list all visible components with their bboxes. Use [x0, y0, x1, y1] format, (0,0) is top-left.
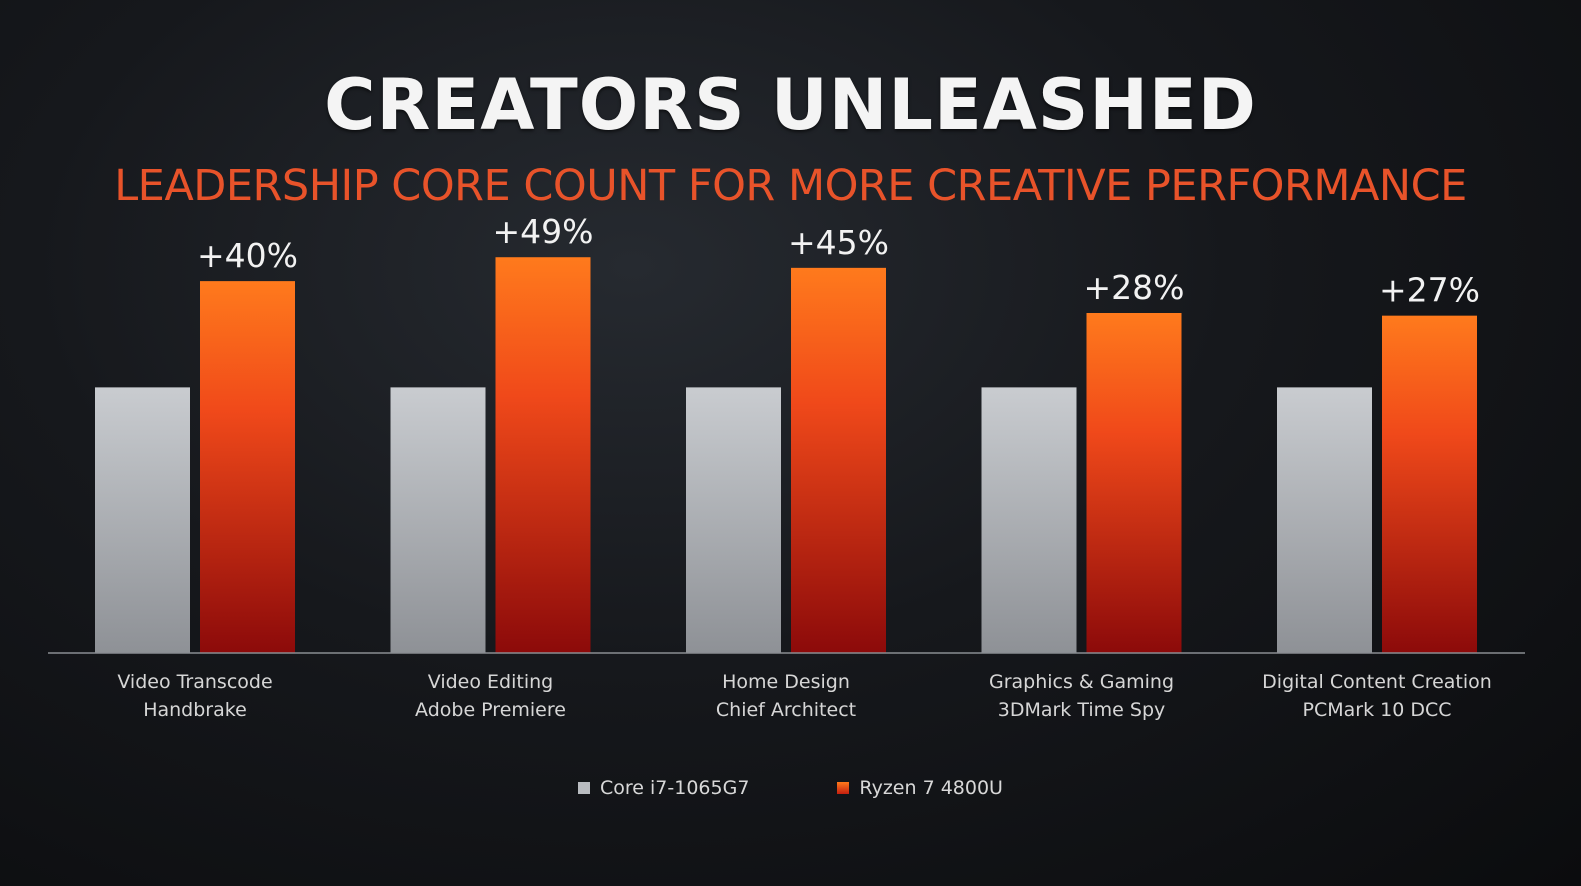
data-label: +40%	[197, 236, 298, 275]
bar-ryzen	[791, 267, 886, 653]
category-sublabel: Adobe Premiere	[415, 699, 566, 721]
legend-label: Core i7-1065G7	[600, 777, 750, 799]
category-label: Graphics & Gaming	[989, 671, 1174, 693]
category-sublabel: Handbrake	[143, 699, 247, 721]
legend-swatch-orange	[837, 782, 850, 794]
legend-item-core-i7: Core i7-1065G7	[578, 777, 749, 799]
bar-ryzen	[1086, 313, 1182, 653]
data-label: +27%	[1379, 271, 1480, 310]
data-label: +49%	[493, 212, 594, 251]
bar-ryzen	[1382, 315, 1477, 653]
legend-item-ryzen: Ryzen 7 4800U	[837, 777, 1003, 799]
category-sublabel: PCMark 10 DCC	[1303, 699, 1452, 721]
bar-ryzen	[495, 257, 591, 653]
legend-label: Ryzen 7 4800U	[859, 777, 1003, 799]
category-label: Video Transcode	[117, 671, 272, 693]
category-label: Digital Content Creation	[1262, 671, 1492, 693]
category-sublabel: 3DMark Time Spy	[998, 699, 1166, 721]
data-label: +28%	[1084, 268, 1185, 307]
legend-swatch-gray	[578, 782, 591, 794]
bar-core-i7	[981, 387, 1077, 653]
category-label: Home Design	[722, 671, 850, 693]
bar-core-i7	[95, 387, 190, 653]
bar-core-i7	[390, 387, 486, 653]
bar-core-i7	[686, 387, 781, 653]
legend: Core i7-1065G7 Ryzen 7 4800U	[0, 777, 1581, 799]
bar-core-i7	[1277, 387, 1372, 653]
category-label: Video Editing	[428, 671, 553, 693]
data-label: +45%	[788, 223, 889, 262]
chart-title: CREATORS UNLEASHED	[324, 64, 1257, 146]
chart-subtitle: LEADERSHIP CORE COUNT FOR MORE CREATIVE …	[114, 161, 1467, 211]
category-sublabel: Chief Architect	[716, 699, 856, 721]
bar-ryzen	[200, 281, 295, 653]
